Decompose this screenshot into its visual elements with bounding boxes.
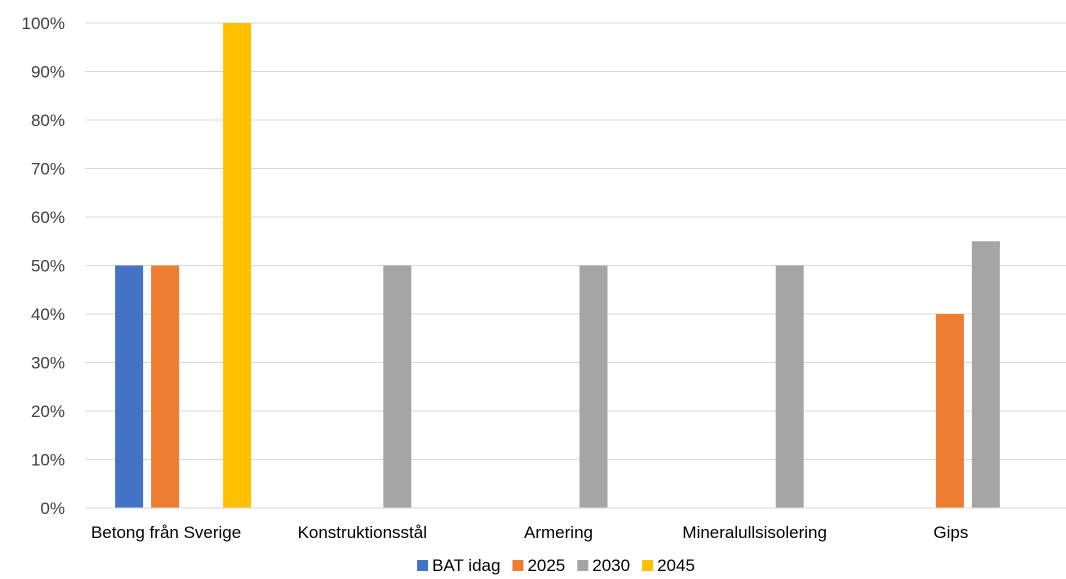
legend-label: 2025 (527, 556, 565, 575)
legend-label: 2045 (657, 556, 695, 575)
y-tick-label: 60% (31, 208, 65, 227)
category-label: Konstruktionsstål (298, 523, 427, 542)
legend-label: 2030 (592, 556, 630, 575)
y-tick-label: 0% (40, 499, 65, 518)
category-label: Armering (524, 523, 593, 542)
y-tick-label: 30% (31, 354, 65, 373)
y-tick-label: 50% (31, 257, 65, 276)
legend-swatch (577, 560, 589, 571)
bar-2025-0 (151, 265, 180, 508)
legend-label: BAT idag (432, 556, 500, 575)
legend: BAT idag 2025 2030 2045 (417, 556, 695, 575)
category-label: Betong från Sverige (91, 523, 241, 542)
category-label: Mineralullsisolering (682, 523, 827, 542)
legend-swatch (512, 560, 524, 571)
bar-2025-4 (935, 314, 964, 508)
legend-swatch (642, 560, 654, 571)
y-tick-label: 90% (31, 63, 65, 82)
y-tick-label: 10% (31, 451, 65, 470)
bar-2030-1 (383, 265, 412, 508)
bar-2030-2 (579, 265, 608, 508)
y-tick-label: 40% (31, 305, 65, 324)
y-tick-label: 70% (31, 160, 65, 179)
bars (115, 23, 1000, 508)
y-tick-label: 100% (22, 14, 65, 33)
legend-swatch (417, 560, 429, 571)
y-tick-label: 20% (31, 402, 65, 421)
bar-2045-0 (223, 23, 252, 508)
bar-2030-4 (971, 241, 1000, 508)
category-labels: Betong från Sverige Konstruktionsstål Arme… (91, 523, 968, 542)
bar-bat-idag-0 (115, 265, 144, 508)
y-axis-tick-labels: 0% 10% 20% 30% 40% 50% 60% 70% 80% 90% 100% (22, 14, 65, 518)
category-label: Gips (933, 523, 968, 542)
y-tick-label: 80% (31, 111, 65, 130)
bar-2030-3 (775, 265, 804, 508)
